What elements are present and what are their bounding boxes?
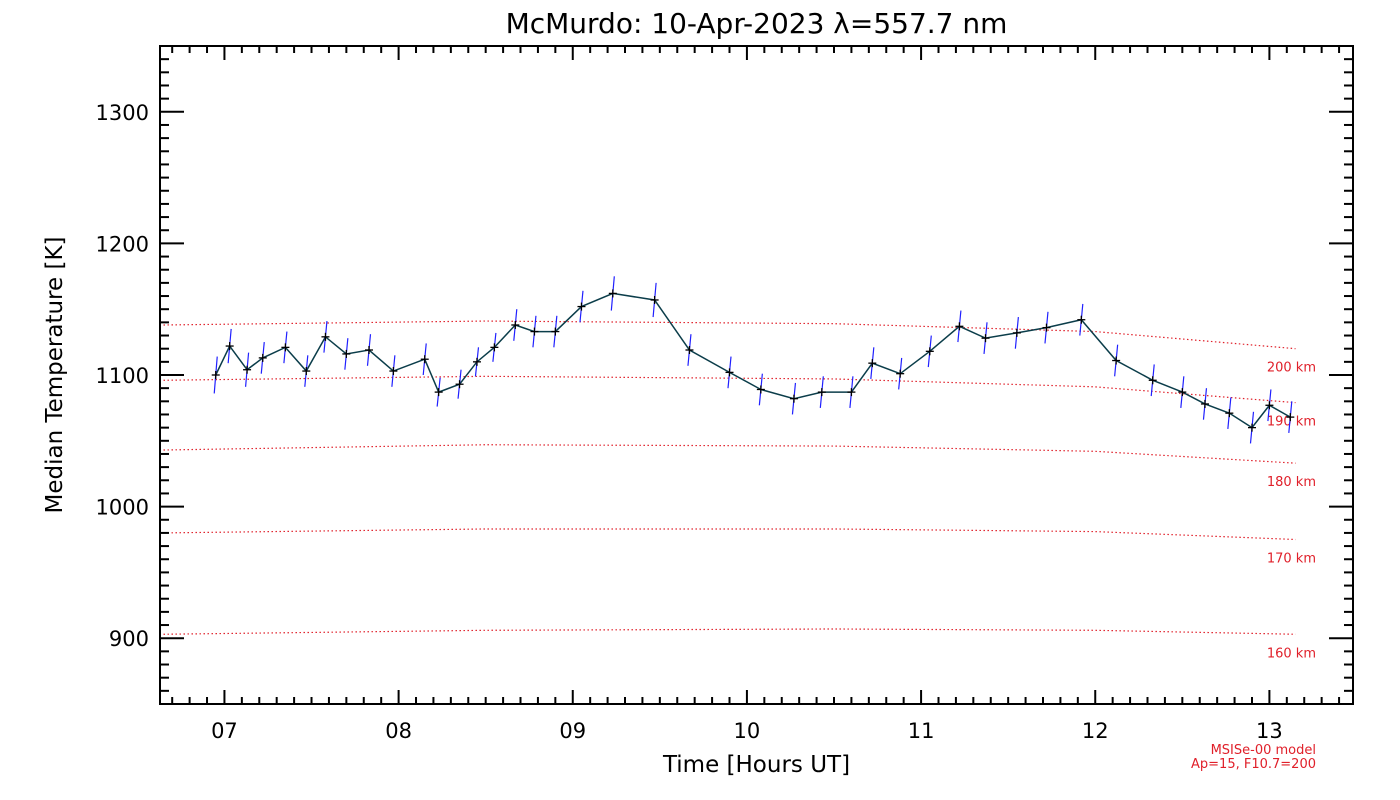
data-point bbox=[243, 365, 252, 374]
data-point bbox=[650, 295, 659, 304]
data-point bbox=[955, 322, 964, 331]
chart-title: McMurdo: 10-Apr-2023 λ=557.7 nm bbox=[506, 7, 1008, 40]
x-tick-label: 13 bbox=[1256, 719, 1283, 743]
data-point bbox=[211, 371, 220, 379]
model-params-note: Ap=15, F10.7=200 bbox=[1191, 757, 1316, 772]
data-point bbox=[1265, 401, 1274, 410]
data-point bbox=[1225, 409, 1234, 418]
y-tick-label: 1100 bbox=[96, 364, 149, 388]
data-point bbox=[1286, 413, 1295, 422]
data-point bbox=[1112, 356, 1121, 365]
model-curve-label: 160 km bbox=[1267, 646, 1316, 661]
data-point bbox=[530, 327, 539, 336]
data-point bbox=[925, 347, 934, 356]
axis-tick-labels: 07 08 09 10 11 12 13 900 1000 1100 1200 1300 bbox=[96, 101, 1283, 743]
data-point bbox=[1148, 376, 1157, 385]
model-curve bbox=[163, 320, 1296, 350]
data-point bbox=[342, 349, 351, 358]
data-point bbox=[817, 388, 826, 397]
data-point bbox=[472, 357, 481, 366]
data-point bbox=[420, 355, 429, 364]
data-series bbox=[211, 276, 1295, 444]
x-tick-label: 10 bbox=[734, 719, 761, 743]
data-point bbox=[981, 334, 990, 343]
data-point bbox=[1077, 315, 1086, 324]
model-curves: 200 km 190 km 180 km 170 km 160 km bbox=[163, 320, 1316, 661]
data-point bbox=[896, 369, 905, 378]
x-tick-label: 11 bbox=[908, 719, 935, 743]
model-curve-label: 200 km bbox=[1267, 361, 1316, 376]
x-tick-label: 07 bbox=[211, 719, 238, 743]
y-tick-label: 900 bbox=[109, 627, 149, 651]
data-point bbox=[281, 343, 290, 352]
x-tick-label: 08 bbox=[385, 719, 412, 743]
data-point bbox=[868, 359, 877, 368]
data-point bbox=[1200, 399, 1209, 408]
data-point bbox=[302, 367, 311, 376]
data-point bbox=[455, 380, 464, 389]
data-point bbox=[1042, 323, 1051, 332]
data-point bbox=[685, 345, 694, 354]
model-curve bbox=[163, 375, 1296, 404]
y-axis-label: Median Temperature [K] bbox=[42, 237, 68, 514]
data-point bbox=[511, 320, 520, 329]
model-note: MSISe-00 model bbox=[1211, 743, 1316, 758]
data-point bbox=[847, 388, 856, 397]
series-line bbox=[215, 292, 1291, 429]
model-curve bbox=[163, 528, 1296, 541]
y-tick-label: 1200 bbox=[96, 232, 149, 256]
model-curve-label: 170 km bbox=[1267, 552, 1316, 567]
y-tick-label: 1000 bbox=[96, 496, 149, 520]
axis-ticks bbox=[160, 45, 1353, 705]
data-point bbox=[1012, 328, 1021, 337]
x-tick-label: 09 bbox=[559, 719, 586, 743]
data-point bbox=[608, 289, 617, 298]
model-curve-label: 190 km bbox=[1267, 415, 1316, 430]
data-point bbox=[364, 345, 373, 354]
data-point bbox=[321, 332, 330, 341]
plot-frame bbox=[159, 45, 1354, 705]
model-curve-label: 180 km bbox=[1267, 475, 1316, 490]
data-point bbox=[389, 367, 398, 376]
data-point bbox=[1247, 423, 1256, 432]
model-curve bbox=[163, 628, 1296, 635]
model-curve bbox=[163, 444, 1296, 464]
data-point bbox=[725, 368, 734, 377]
data-point bbox=[577, 302, 586, 311]
data-point bbox=[756, 385, 765, 394]
data-point bbox=[1178, 388, 1187, 397]
x-tick-label: 12 bbox=[1082, 719, 1109, 743]
data-point bbox=[225, 342, 234, 351]
data-point bbox=[789, 394, 798, 403]
data-point bbox=[490, 343, 499, 352]
data-point bbox=[258, 353, 267, 362]
x-axis-label: Time [Hours UT] bbox=[662, 752, 850, 778]
y-tick-label: 1300 bbox=[96, 101, 149, 125]
data-point bbox=[551, 327, 560, 336]
data-point bbox=[434, 388, 443, 397]
